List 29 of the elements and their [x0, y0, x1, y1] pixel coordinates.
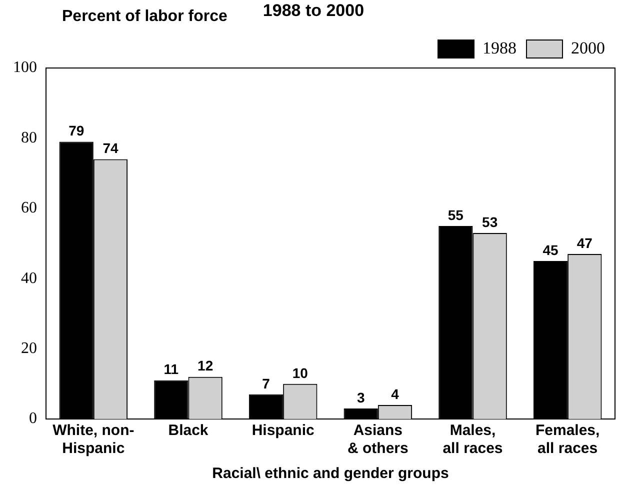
- data-label: 4: [391, 386, 400, 402]
- x-axis-title: Racial\ ethnic and gender groups: [212, 465, 449, 482]
- x-tick-label: Males, all races: [442, 422, 503, 458]
- y-axis-title: Percent of labor force: [62, 8, 228, 26]
- data-label: 53: [482, 214, 498, 230]
- data-label: 7: [262, 375, 270, 392]
- y-tick-label: 80: [21, 129, 37, 146]
- x-tick-label: White, non- Hispanic: [52, 422, 134, 458]
- data-label: 12: [198, 358, 214, 374]
- y-tick-label: 100: [13, 59, 37, 76]
- data-label: 11: [164, 361, 179, 378]
- x-tick-label: Asians & others: [347, 422, 408, 458]
- y-tick-label: 20: [21, 340, 37, 358]
- y-tick-label: 40: [21, 270, 37, 287]
- data-label: 79: [68, 122, 84, 139]
- legend-label: 2000: [571, 38, 605, 58]
- data-label: 45: [542, 242, 559, 258]
- x-tick-label: Hispanic: [252, 422, 314, 440]
- legend-label: 1988: [482, 38, 516, 58]
- y-tick-label: 60: [21, 200, 37, 217]
- x-tick-label: Black: [168, 422, 209, 440]
- data-label: 10: [292, 364, 308, 381]
- chart-title: 1988 to 2000: [262, 1, 364, 20]
- data-label: 74: [102, 140, 118, 156]
- data-label: 55: [448, 206, 464, 223]
- data-label: 3: [356, 389, 365, 406]
- data-label: 47: [576, 234, 593, 251]
- x-tick-label: Females, all races: [535, 422, 600, 458]
- y-tick-label: 0: [29, 410, 37, 428]
